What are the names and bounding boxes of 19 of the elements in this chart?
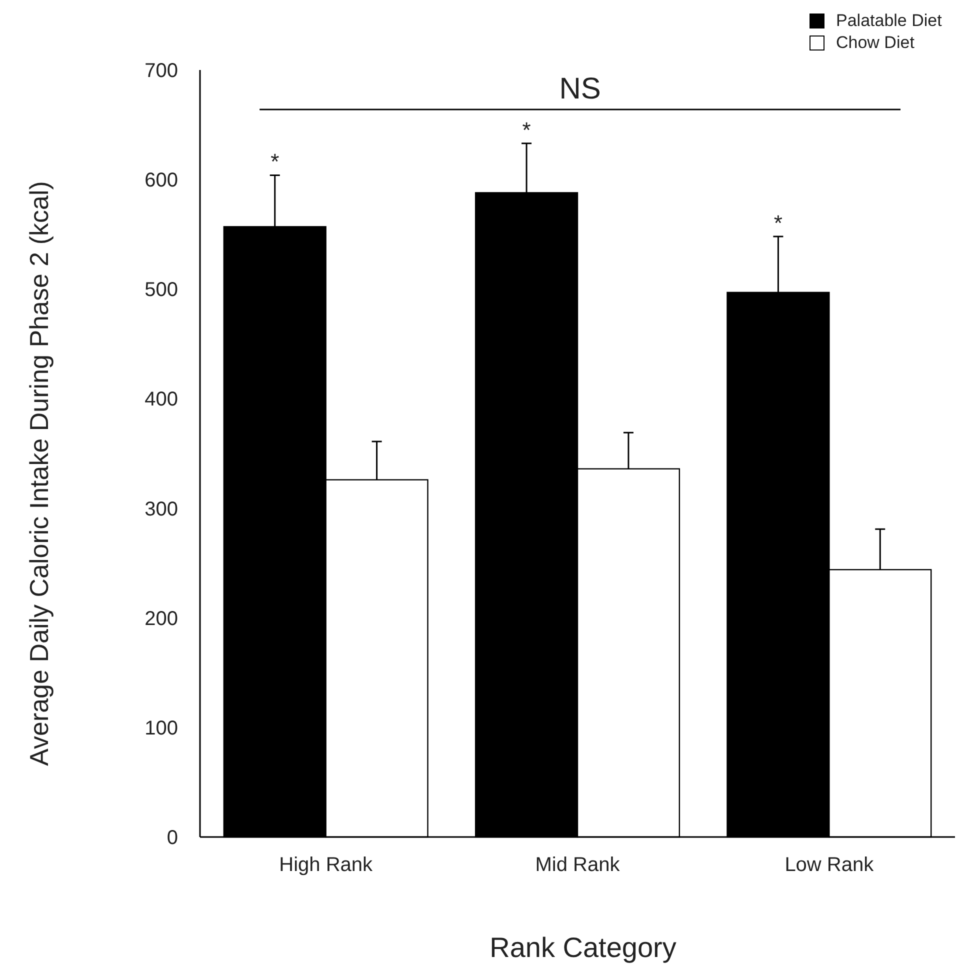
annotation: * (774, 210, 783, 236)
x-tick-label: Low Rank (784, 854, 875, 876)
y-tick-label: 100 (144, 717, 178, 740)
annotation: * (522, 117, 532, 142)
y-tick-label: 200 (144, 608, 178, 630)
y-tick-label: 500 (144, 279, 178, 302)
y-tick-label: 600 (144, 170, 178, 192)
x-tick-label: Mid Rank (535, 854, 621, 876)
ref-line-label: NS (559, 72, 601, 106)
x-axis-title: Rank Category (490, 932, 676, 963)
legend-label: Chow Diet (836, 33, 915, 52)
annotation: * (270, 149, 280, 174)
y-tick-label: 700 (144, 60, 178, 82)
y-tick-label: 400 (144, 388, 178, 411)
legend-label: Palatable Diet (836, 11, 942, 30)
y-tick-label: 0 (166, 827, 178, 849)
y-axis-title: Average Daily Caloric Intake During Phase 2 (kcal) (24, 181, 54, 766)
x-tick-label: High Rank (279, 854, 374, 876)
y-tick-label: 300 (144, 498, 178, 520)
